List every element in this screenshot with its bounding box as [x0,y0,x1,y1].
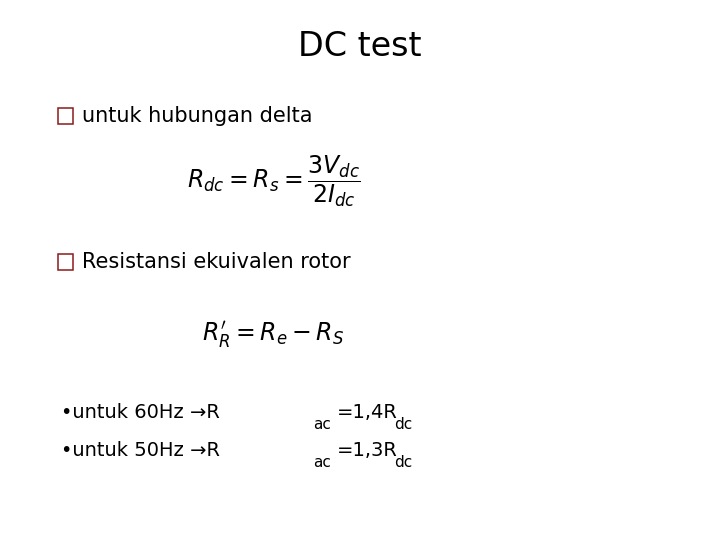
Text: ac: ac [313,455,331,470]
Text: Resistansi ekuivalen rotor: Resistansi ekuivalen rotor [82,252,351,272]
Text: untuk hubungan delta: untuk hubungan delta [82,106,312,126]
Text: =1,4R: =1,4R [337,403,398,422]
Text: •untuk 50Hz →R: •untuk 50Hz →R [61,441,220,460]
Text: $R^{\prime}_{R} = R_e - R_S$: $R^{\prime}_{R} = R_e - R_S$ [202,320,345,350]
Text: DC test: DC test [298,30,422,63]
Text: =1,3R: =1,3R [337,441,398,460]
Text: •untuk 60Hz →R: •untuk 60Hz →R [61,403,220,422]
Text: ac: ac [313,417,331,433]
Text: dc: dc [395,417,413,433]
Text: dc: dc [395,455,413,470]
Text: $R_{dc} = R_s = \dfrac{3V_{dc}}{2I_{dc}}$: $R_{dc} = R_s = \dfrac{3V_{dc}}{2I_{dc}}… [186,153,361,209]
